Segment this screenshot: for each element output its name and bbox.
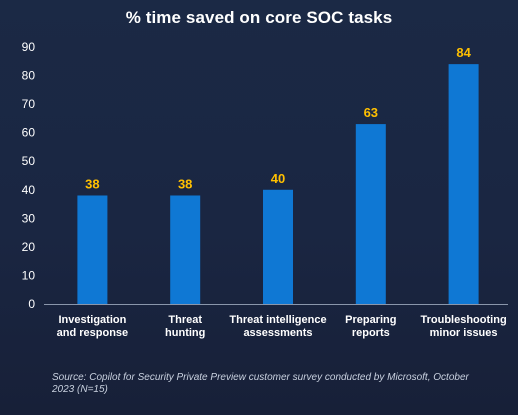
- y-tick-label: 60: [22, 126, 36, 140]
- x-tick-label-line: minor issues: [430, 327, 498, 339]
- x-tick-label: Troubleshooting minor issues: [421, 314, 507, 339]
- y-tick-label: 50: [22, 154, 36, 168]
- data-label: 40: [271, 171, 285, 186]
- x-tick-label-line: Threat intelligence: [229, 314, 326, 326]
- x-tick-label-line: Investigation: [58, 314, 126, 326]
- data-label: 38: [178, 176, 192, 191]
- bar: [170, 195, 201, 304]
- y-tick-label: 20: [22, 240, 36, 254]
- y-tick-label: 40: [22, 183, 36, 197]
- data-label: 38: [85, 176, 99, 191]
- x-tick-label-line: reports: [352, 327, 390, 339]
- x-tick-label-line: Threat: [168, 314, 202, 326]
- x-tick-label-line: and response: [57, 327, 129, 339]
- y-tick-label: 80: [22, 69, 36, 83]
- x-tick-label: Threat intelligence assessments: [229, 314, 326, 339]
- bar: [77, 195, 108, 304]
- x-tick-label: Threat hunting: [165, 314, 205, 339]
- x-tick-label-line: Troubleshooting: [421, 314, 507, 326]
- chart-title: % time saved on core SOC tasks: [125, 8, 393, 27]
- data-label: 63: [364, 105, 378, 120]
- bar: [263, 189, 293, 304]
- bar: [355, 124, 386, 304]
- x-tick-label: Preparing reports: [345, 314, 396, 339]
- x-tick-label-line: assessments: [243, 327, 312, 339]
- bar: [448, 64, 479, 304]
- x-tick-label-line: Preparing: [345, 314, 396, 326]
- source-note: Source: Copilot for Security Private Pre…: [52, 372, 469, 395]
- y-tick-label: 90: [22, 40, 36, 54]
- x-tick-label-line: hunting: [165, 327, 205, 339]
- data-label: 84: [456, 45, 471, 60]
- y-tick-label: 30: [22, 211, 36, 225]
- x-tick-label: Investigation and response: [57, 314, 129, 339]
- y-tick-label: 70: [22, 97, 36, 111]
- y-tick-label: 10: [22, 268, 36, 282]
- y-tick-label: 0: [28, 297, 35, 311]
